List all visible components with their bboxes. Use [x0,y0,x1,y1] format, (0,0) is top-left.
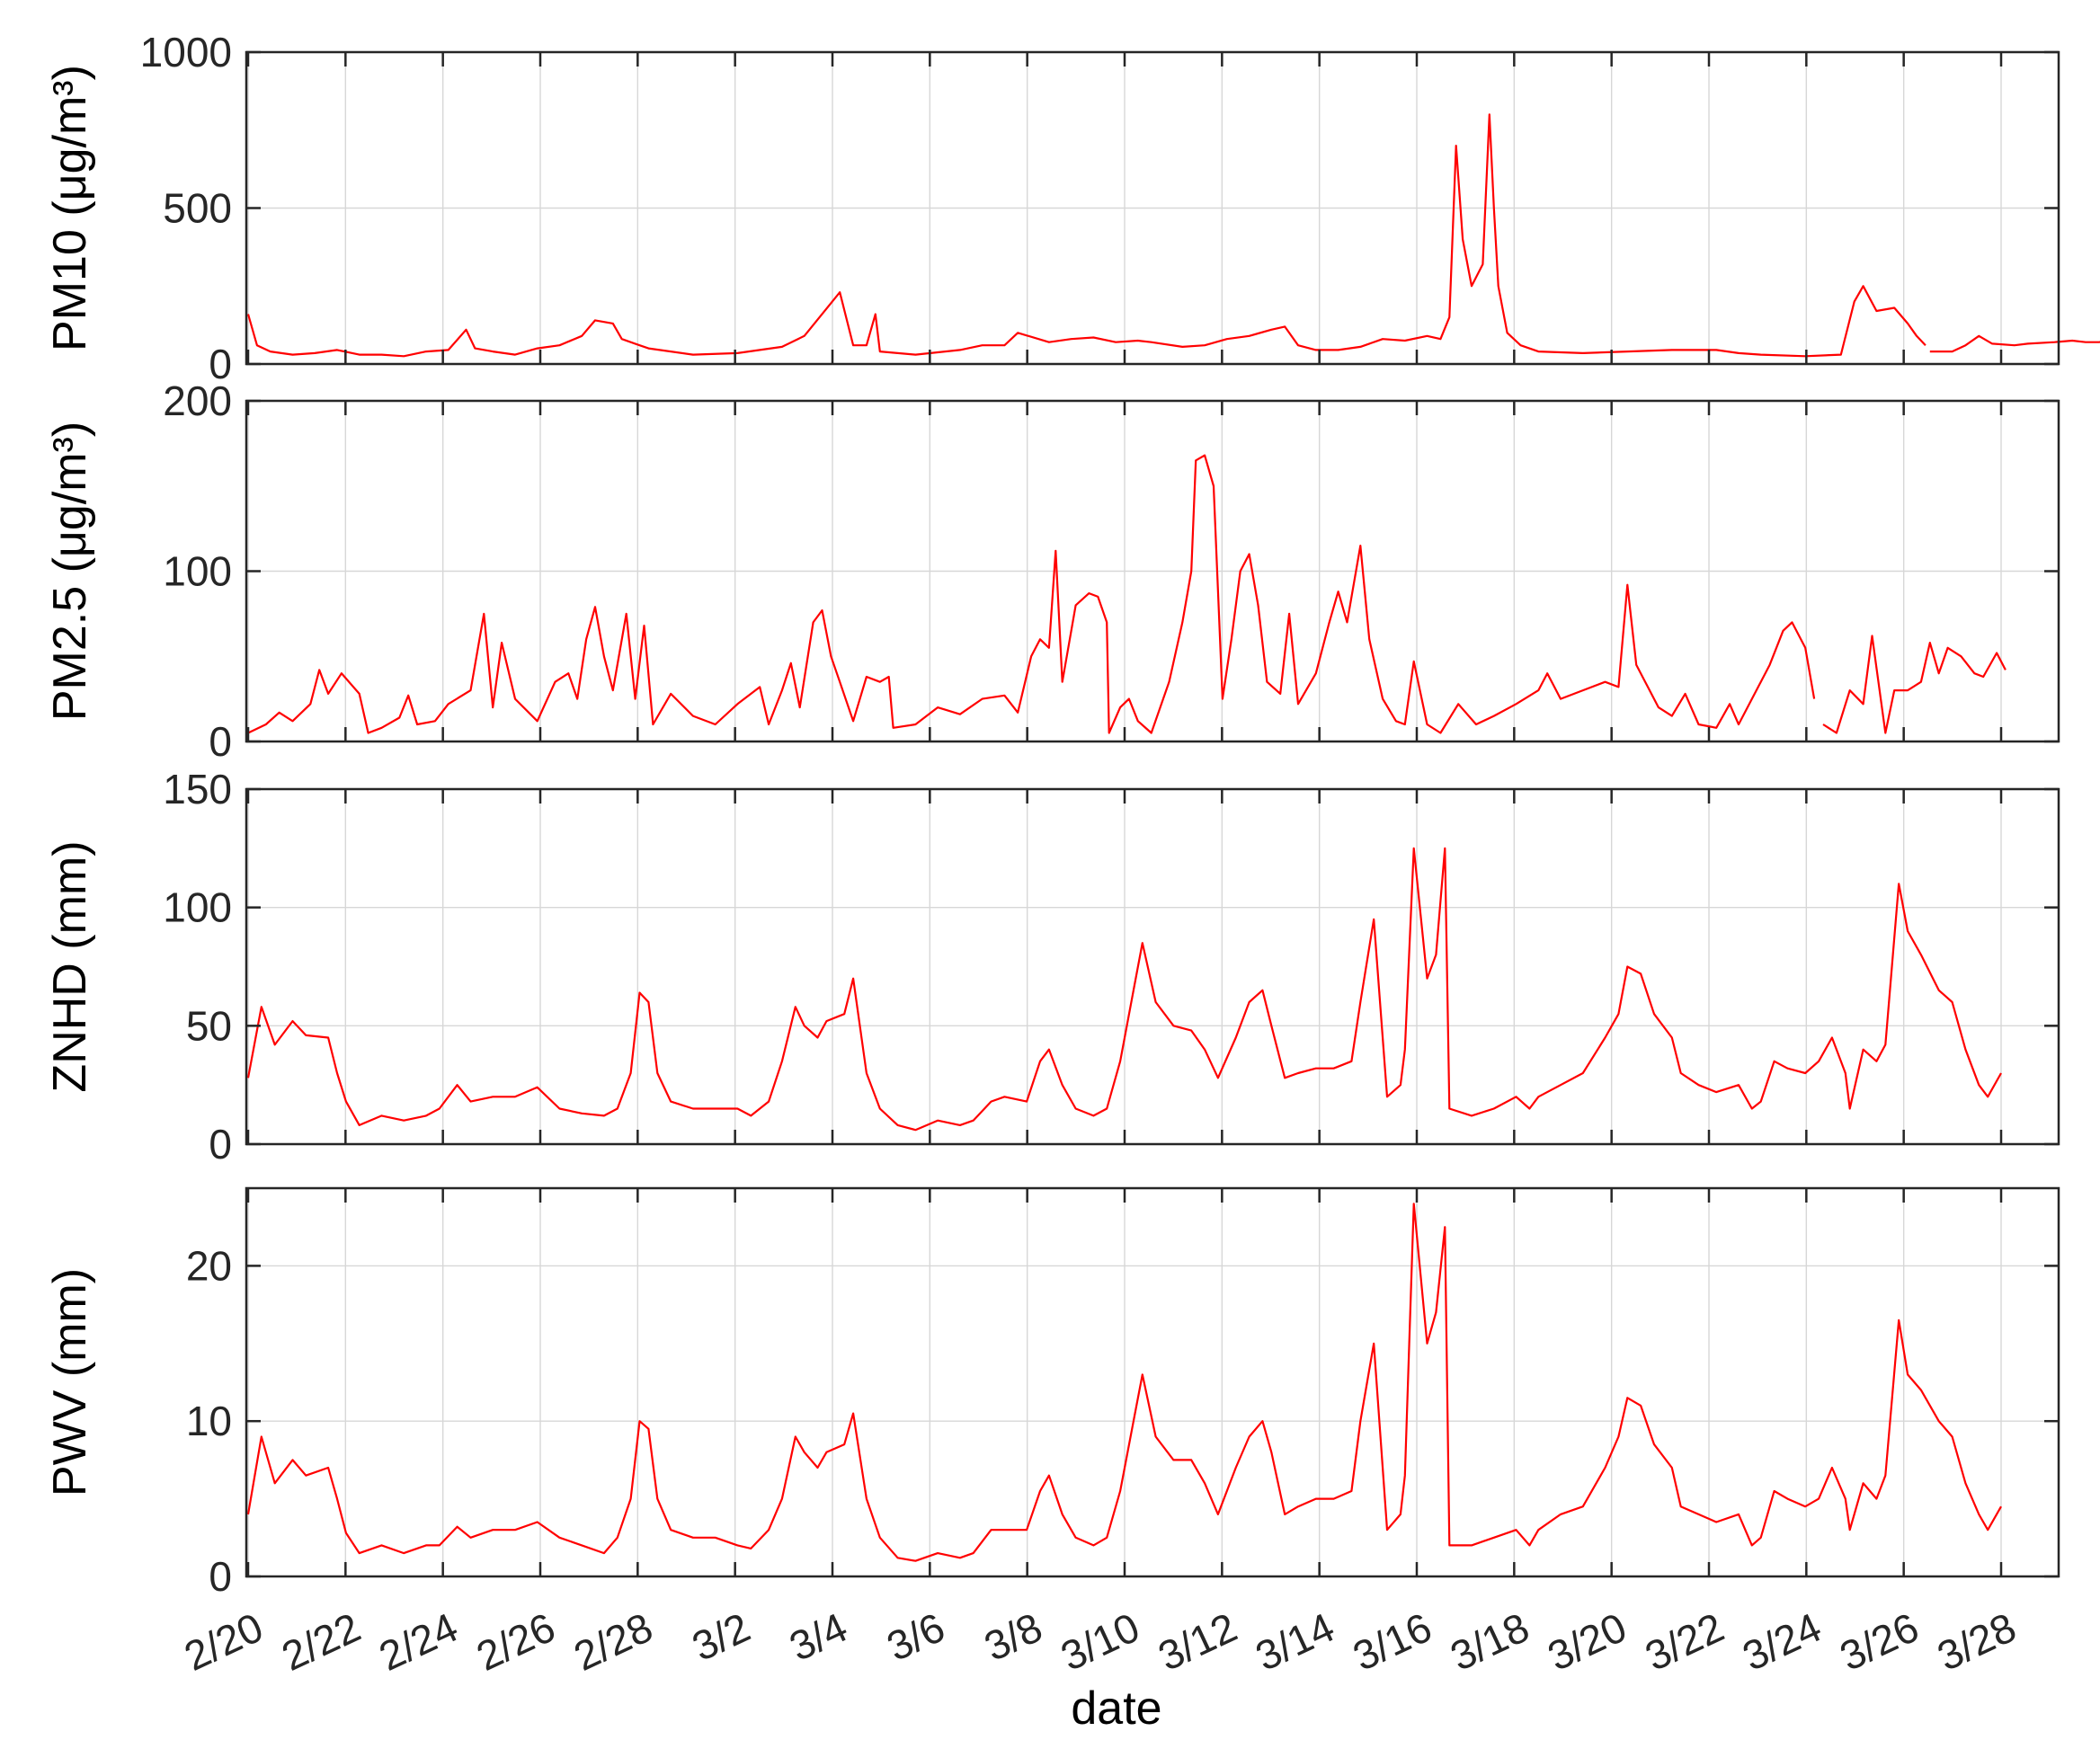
series-line-pm25 [247,454,2007,734]
panel-pm10: 0 500 1000 PM10 (μg/m³) [44,29,2100,387]
x-tick-label: 2/22 [274,1603,367,1680]
x-tick-label: 3/20 [1541,1603,1633,1680]
y-tick-label: 200 [163,377,232,424]
y-axis-label: PWV (mm) [44,1268,96,1496]
series-line-znhd [246,847,2002,1132]
series-line-pwv [246,1203,2002,1562]
series-line-pm10 [246,113,2100,358]
x-axis-label: date [1071,1682,1161,1735]
y-axis-label: ZNHD (mm) [44,840,96,1092]
y-tick-label: 0 [209,718,232,765]
y-tick-label: 0 [209,1553,232,1600]
y-axis-label: PM2.5 (μg/m³) [44,422,96,721]
x-tick-label: 3/26 [1833,1603,1926,1680]
x-tick-label: 3/6 [880,1603,952,1670]
x-tick-label: 3/2 [685,1603,757,1670]
x-tick-label: 3/18 [1443,1603,1535,1680]
y-tick-label: 0 [209,341,232,387]
y-tick-label: 500 [163,185,232,232]
panel-znhd: 0 50 100 150 ZNHD (mm) [44,766,2060,1167]
y-tick-label: 20 [186,1242,232,1289]
y-axis-label: PM10 (μg/m³) [44,65,96,351]
x-tick-label: 2/24 [372,1603,465,1680]
x-tick-label: 3/16 [1346,1603,1438,1680]
y-tick-label: 0 [209,1121,232,1167]
x-tick-label: 2/26 [469,1603,562,1680]
x-tick-label: 3/14 [1249,1603,1341,1680]
x-tick-label: 3/10 [1054,1603,1146,1680]
y-tick-label: 150 [163,766,232,812]
y-tick-label: 100 [163,548,232,595]
x-tick-label: 3/4 [782,1603,854,1670]
x-tick-label: 3/24 [1735,1603,1828,1680]
y-tick-label: 50 [186,1002,232,1049]
x-tick-label: 2/28 [566,1603,659,1680]
panel-pwv: 0 10 20 PWV (mm) [44,1186,2060,1600]
axes-frame [245,787,2060,1146]
x-tick-label: 2/20 [177,1603,270,1680]
y-tick-label: 10 [186,1398,232,1444]
y-tick-label: 100 [163,884,232,931]
x-tick-label: 3/8 [977,1603,1049,1670]
x-tick-label: 3/28 [1930,1603,2023,1680]
y-tick-label: 1000 [140,29,232,75]
x-tick-label: 3/12 [1151,1603,1243,1680]
axes-frame [245,1186,2060,1578]
panel-pm25: 0 100 200 PM2.5 (μg/m³) [44,377,2060,765]
x-tick-label: 3/22 [1638,1603,1731,1680]
